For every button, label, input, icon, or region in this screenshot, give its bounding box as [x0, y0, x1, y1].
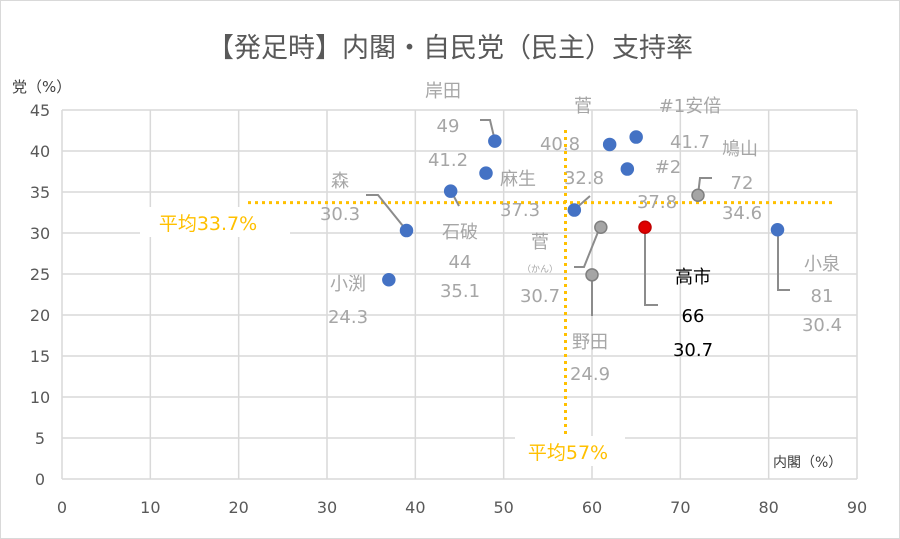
- point-y-value-label: 30.7: [673, 340, 713, 361]
- data-point-#2: [620, 162, 635, 176]
- x-tick-label: 30: [317, 498, 337, 517]
- x-tick-label: 90: [847, 498, 867, 517]
- point-name-label: 森: [331, 171, 349, 192]
- x-tick-label: 10: [140, 498, 160, 517]
- point-x-value-label: 81: [811, 286, 834, 307]
- data-point-麻生: [479, 166, 493, 180]
- y-tick-label: 0: [35, 470, 45, 489]
- x-tick-label: 50: [493, 498, 513, 517]
- chart-title: 【発足時】内閣・自民党（民主）支持率: [207, 33, 693, 64]
- y-tick-label: 10: [30, 388, 50, 407]
- data-point-unnamed: [567, 203, 582, 217]
- y-tick-label: 30: [30, 224, 50, 243]
- data-point-小泉: [770, 222, 785, 237]
- point-x-value-label: 72: [731, 173, 754, 194]
- point-name-label: 小渕: [330, 274, 366, 295]
- point-y-value-label: 40.8: [540, 134, 580, 155]
- point-y-value-label: 35.1: [440, 281, 480, 302]
- y-tick-label: 5: [35, 429, 45, 448]
- y-tick-label: 20: [30, 306, 50, 325]
- y-axis-label: 党（%）: [12, 78, 71, 96]
- x-axis-label: 内閣（%）: [773, 455, 842, 471]
- point-name-sub-label: （かん）: [522, 264, 558, 275]
- point-y-value-label: 41.2: [428, 150, 468, 171]
- leader-line: [777, 229, 790, 291]
- point-name-label: 菅: [574, 96, 592, 117]
- point-name-label: 岸田: [425, 81, 461, 102]
- point-y-value-label: 30.3: [320, 204, 360, 225]
- point-y-value-label: 37.3: [500, 200, 540, 221]
- data-point-小渕: [382, 272, 396, 287]
- leader-line: [480, 119, 496, 142]
- avg-label-bg: [140, 207, 290, 237]
- point-y-value-label: 37.8: [637, 192, 677, 213]
- point-name-label: 野田: [572, 332, 608, 353]
- avg-label-bg: [515, 436, 625, 466]
- y-tick-label: 45: [30, 101, 50, 120]
- point-x-value-label: 44: [449, 252, 472, 273]
- y-tick-label: 15: [30, 347, 50, 366]
- data-point-#1安倍: [629, 130, 643, 144]
- data-point-野田: [585, 268, 599, 282]
- point-name-label: 高市: [675, 267, 711, 288]
- point-name-label: #1安倍: [659, 96, 722, 117]
- point-x-value-label: 49: [437, 116, 460, 137]
- point-y-value-label: 24.9: [570, 364, 610, 385]
- point-name-label: #2: [655, 157, 682, 178]
- point-y-value-label: 32.8: [564, 168, 604, 189]
- data-point-菅: [594, 220, 608, 235]
- point-x-value-label: 66: [682, 306, 705, 327]
- point-y-value-label: 24.3: [328, 307, 368, 328]
- leader-line: [574, 226, 601, 268]
- y-tick-label: 35: [30, 183, 50, 202]
- x-tick-label: 80: [758, 498, 778, 517]
- data-point-鳩山: [691, 188, 705, 203]
- point-name-label: 石破: [442, 222, 478, 243]
- data-point-森: [399, 223, 414, 238]
- point-y-value-label: 41.7: [670, 132, 710, 153]
- point-name-label: 鳩山: [722, 139, 758, 160]
- x-tick-label: 40: [405, 498, 425, 517]
- point-name-label: 麻生: [500, 169, 536, 190]
- avg-label-party: 平均33.7%: [159, 213, 257, 235]
- x-tick-label: 70: [670, 498, 690, 517]
- point-name-label: 菅: [531, 232, 549, 253]
- point-y-value-label: 34.6: [722, 203, 762, 224]
- point-y-value-label: 30.4: [802, 315, 842, 336]
- y-tick-label: 25: [30, 265, 50, 284]
- x-tick-label: 20: [228, 498, 248, 517]
- leader-line: [644, 227, 658, 306]
- data-point-高市: [638, 220, 652, 235]
- data-point-石破: [443, 184, 458, 198]
- leader-line: [366, 194, 408, 232]
- data-point-菅: [602, 137, 617, 152]
- x-tick-label: 60: [582, 498, 602, 517]
- y-tick-label: 40: [30, 142, 50, 161]
- point-y-value-label: 30.7: [520, 286, 560, 307]
- data-point-岸田: [488, 134, 502, 148]
- point-name-label: 小泉: [804, 254, 840, 275]
- avg-label-cabinet: 平均57%: [528, 442, 608, 464]
- x-tick-label: 0: [57, 498, 67, 517]
